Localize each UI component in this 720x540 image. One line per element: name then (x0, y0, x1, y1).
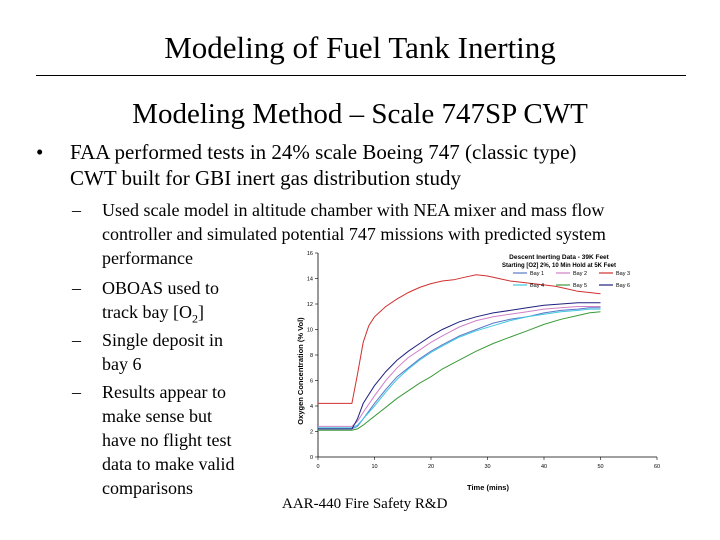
o2-bracket: ] (197, 302, 204, 322)
sub-bullet-line: have no flight test (102, 430, 232, 450)
y-tick-label: 2 (310, 430, 313, 436)
y-tick-label: 14 (307, 277, 313, 283)
main-bullet-line-2: CWT built for GBI inert gas distribution… (70, 166, 462, 190)
chart-title: Descent Inerting Data - 39K Feet (509, 254, 610, 261)
x-tick-label: 50 (597, 464, 603, 470)
legend-label: Bay 5 (573, 283, 587, 289)
x-tick-label: 40 (541, 464, 547, 470)
bullet-dot-icon: • (36, 140, 44, 164)
sub-bullet-line: data to make valid (102, 454, 235, 474)
x-tick-label: 30 (484, 464, 490, 470)
slide-title: Modeling of Fuel Tank Inerting (164, 30, 556, 65)
sub-bullet-line: Single deposit in (102, 330, 223, 350)
y-tick-label: 6 (310, 379, 313, 385)
slide-subtitle: Modeling Method – Scale 747SP CWT (132, 98, 588, 130)
sub-bullet-results: – Results appear to make sense but have … (72, 380, 272, 502)
series-line-bay-4 (318, 308, 601, 429)
o2-subscript: 2 (191, 311, 198, 326)
oxygen-concentration-chart: 0 2 4 6 8 10 12 14 16 0 10 20 30 40 50 60 Bay 1 Bay 2 Bay… (291, 249, 667, 495)
chart-y-axis-label: Oxygen Concentration (% Vol) (296, 317, 305, 425)
legend-label: Bay 6 (616, 283, 630, 289)
sub-bullet-scale-model: – Used scale model in altitude chamber w… (72, 198, 692, 270)
series-line-bay-2 (318, 306, 601, 427)
sub-bullet-line: Results appear to (102, 382, 226, 402)
legend-label: Bay 2 (573, 271, 587, 277)
dash-icon: – (72, 200, 81, 220)
y-tick-label: 12 (307, 302, 313, 308)
dash-icon: – (72, 330, 81, 350)
y-tick-label: 8 (310, 353, 313, 359)
series-line-bay-1 (318, 307, 601, 430)
x-tick-label: 0 (316, 464, 319, 470)
chart-series-layer (318, 274, 601, 431)
o2-label: track bay [O (102, 302, 192, 322)
chart-x-axis-label: Time (mins) (467, 483, 509, 492)
chart-legend: Bay 1 Bay 2 Bay 3 Bay 4 Bay 5 Bay 6 (513, 271, 630, 289)
sub-bullet-line: make sense but (102, 406, 212, 426)
legend-label: Bay 3 (616, 271, 630, 277)
series-line-bay-5 (318, 311, 601, 431)
sub-bullet-line: OBOAS used to (102, 278, 220, 298)
sub-bullet-line: bay 6 (102, 354, 142, 374)
y-tick-label: 10 (307, 328, 313, 334)
sub-bullet-line: track bay [O2] (102, 300, 204, 331)
x-tick-label: 60 (654, 464, 660, 470)
dash-icon: – (72, 278, 81, 298)
y-tick-label: 0 (310, 455, 313, 461)
chart-subtitle: Starting [O2] 2%, 10 Min Hold at 5K Feet (502, 263, 616, 269)
legend-label: Bay 1 (530, 271, 544, 277)
series-line-bay-6 (318, 302, 601, 430)
sub-bullet-single-deposit: – Single deposit in bay 6 (72, 328, 272, 378)
chart-axes: 0 2 4 6 8 10 12 14 16 0 10 20 30 40 50 60 (307, 251, 660, 470)
series-line-bay-3 (318, 274, 601, 404)
x-tick-label: 20 (428, 464, 434, 470)
sub-bullet-oboas: – OBOAS used to track bay [O2] (72, 276, 272, 326)
legend-label: Bay 4 (530, 283, 544, 289)
y-tick-label: 4 (310, 404, 313, 410)
dash-icon: – (72, 382, 81, 402)
x-tick-label: 10 (371, 464, 377, 470)
sub-bullet-line: Used scale model in altitude chamber wit… (102, 200, 605, 220)
y-tick-label: 16 (307, 251, 313, 257)
main-bullet-line-1: FAA performed tests in 24% scale Boeing … (70, 140, 577, 164)
sub-bullet-line: comparisons (102, 478, 193, 498)
main-bullet: • FAA performed tests in 24% scale Boein… (36, 140, 696, 190)
sub-bullet-line: performance (102, 248, 193, 268)
sub-bullet-line: controller and simulated potential 747 m… (102, 224, 606, 244)
title-divider (36, 75, 686, 76)
footer-text: AAR-440 Fire Safety R&D (282, 496, 448, 512)
